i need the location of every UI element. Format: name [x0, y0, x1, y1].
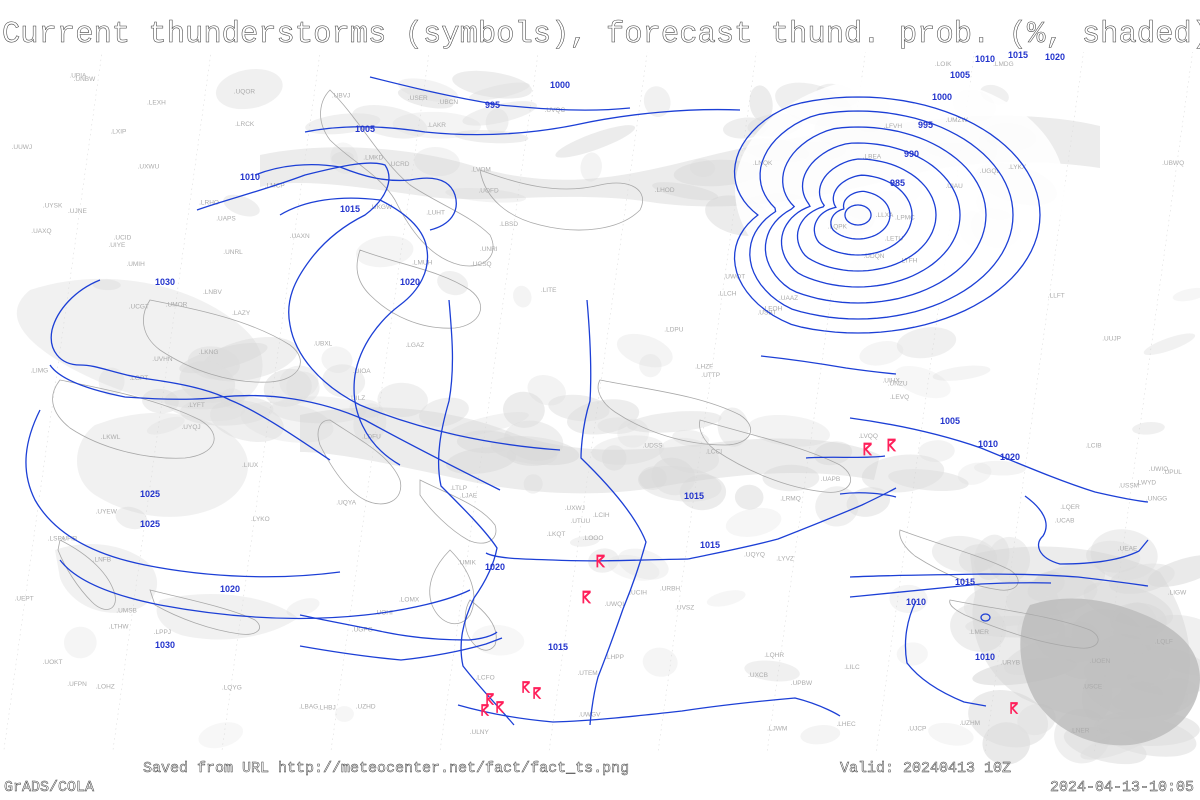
- svg-text:GrADS/COLA: GrADS/COLA: [4, 779, 94, 796]
- svg-text:Valid: 20240413 10Z: Valid: 20240413 10Z: [840, 760, 1011, 777]
- svg-text:2024-04-13-10:05: 2024-04-13-10:05: [1050, 779, 1194, 796]
- svg-text:Saved from URL http://meteocen: Saved from URL http://meteocenter.net/fa…: [143, 760, 629, 777]
